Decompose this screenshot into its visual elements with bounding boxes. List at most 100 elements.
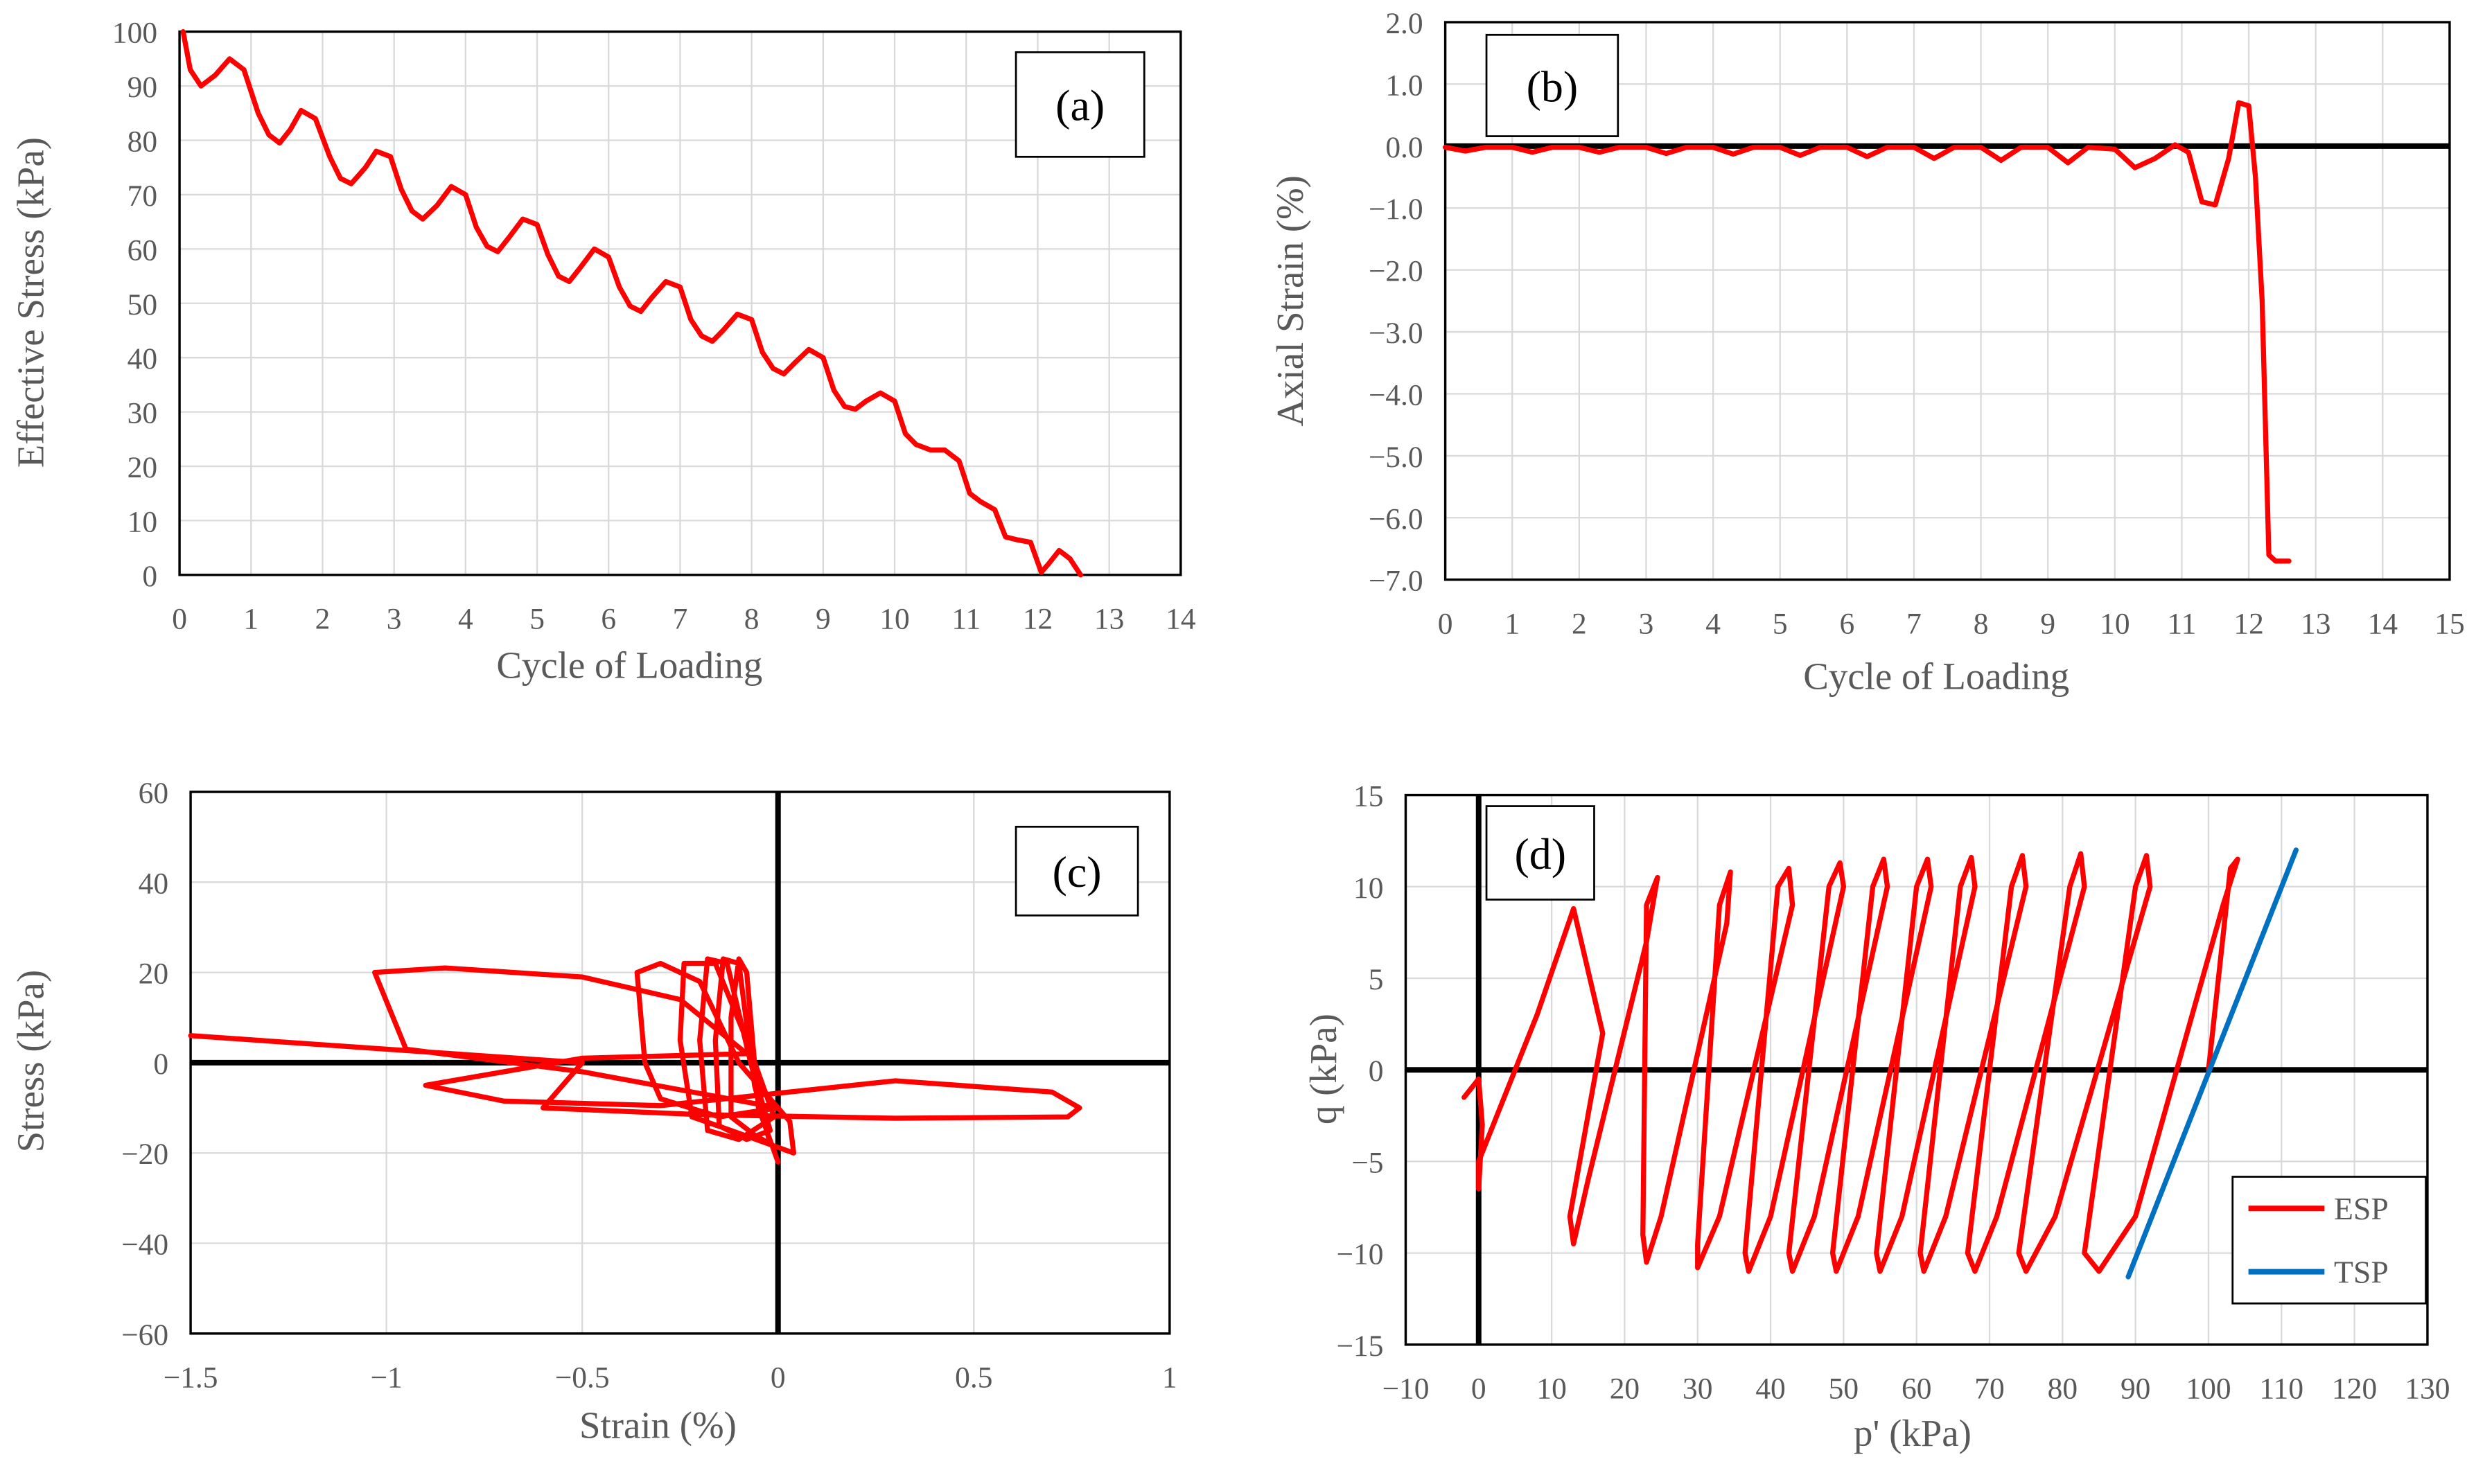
y-tick-label: 2.0 <box>1385 7 1423 40</box>
x-tick-label: 1 <box>243 603 258 636</box>
x-tick-label: 5 <box>1773 607 1788 640</box>
x-tick-label: 6 <box>1839 607 1854 640</box>
x-tick-label: 50 <box>1829 1372 1859 1406</box>
y-tick-label: −10 <box>1337 1238 1384 1271</box>
x-tick-label: 90 <box>2120 1372 2150 1406</box>
x-tick-label: 7 <box>1906 607 1922 640</box>
plot-frame <box>178 30 1182 576</box>
y-tick-label: −1.0 <box>1369 193 1423 226</box>
x-tick-label: 2 <box>1572 607 1587 640</box>
y-tick-label: 20 <box>128 451 157 484</box>
data-line <box>188 956 1082 1165</box>
y-tick-label: −15 <box>1337 1330 1384 1363</box>
data-line <box>1461 851 2240 1274</box>
x-tick-label: −0.5 <box>555 1361 610 1395</box>
x-tick-label: 0 <box>172 603 187 636</box>
x-tick-label: 110 <box>2260 1372 2304 1406</box>
y-tick-label: 50 <box>128 288 157 321</box>
x-axis-title: Strain (%) <box>579 1404 737 1447</box>
y-tick-label: −4.0 <box>1369 378 1423 412</box>
x-tick-label: 30 <box>1683 1372 1712 1406</box>
x-tick-label: 14 <box>1166 603 1196 636</box>
x-tick-label: 5 <box>529 603 545 636</box>
y-tick-label: 100 <box>112 17 157 50</box>
y-tick-label: 40 <box>128 342 157 376</box>
x-axis-title: p' (kPa) <box>1854 1412 1972 1454</box>
y-tick-label: 0 <box>142 560 157 593</box>
legend-label: ESP <box>2334 1191 2389 1226</box>
x-tick-label: 0.5 <box>955 1361 992 1395</box>
y-tick-label: −7.0 <box>1369 565 1423 598</box>
x-tick-label: 40 <box>1755 1372 1785 1406</box>
x-tick-label: 8 <box>744 603 759 636</box>
x-tick-label: 12 <box>1023 603 1053 636</box>
x-tick-label: 0 <box>771 1361 786 1395</box>
x-tick-label: 9 <box>2040 607 2055 640</box>
x-tick-label: 20 <box>1610 1372 1640 1406</box>
y-tick-label: −40 <box>121 1228 168 1262</box>
y-axis-title: q (kPa) <box>1302 1014 1344 1124</box>
x-tick-label: 9 <box>816 603 831 636</box>
y-tick-label: 10 <box>1353 872 1383 905</box>
x-tick-label: 130 <box>2405 1372 2450 1406</box>
x-tick-label: 10 <box>879 603 909 636</box>
x-tick-label: 15 <box>2434 607 2464 640</box>
y-tick-label: 20 <box>139 957 168 991</box>
plot-frame <box>1443 21 2451 581</box>
y-axis-title: Axial Strain (%) <box>1269 175 1311 427</box>
y-tick-label: −3.0 <box>1369 317 1423 350</box>
x-tick-label: 11 <box>951 603 981 636</box>
y-tick-label: 0 <box>153 1048 168 1081</box>
y-tick-label: 60 <box>128 233 157 267</box>
x-tick-label: 70 <box>1974 1372 2004 1406</box>
x-tick-label: 4 <box>1705 607 1721 640</box>
data-line <box>1442 100 2292 564</box>
annotation-box <box>1485 805 1595 901</box>
x-tick-label: 8 <box>1974 607 1989 640</box>
y-tick-label: −5 <box>1351 1146 1383 1179</box>
y-tick-label: 0 <box>1369 1054 1384 1088</box>
x-axis-title: Cycle of Loading <box>1803 655 2069 697</box>
x-tick-label: 60 <box>1902 1372 1931 1406</box>
annotation: (d) <box>1514 829 1566 878</box>
annotation: (c) <box>1053 847 1102 896</box>
x-tick-label: 100 <box>2186 1372 2231 1406</box>
x-tick-label: 11 <box>2168 607 2197 640</box>
y-axis-title: Stress (kPa) <box>9 970 51 1153</box>
x-tick-label: 7 <box>673 603 688 636</box>
y-tick-label: 90 <box>128 71 157 104</box>
annotation: (b) <box>1527 62 1579 111</box>
x-tick-label: −1 <box>371 1361 403 1395</box>
x-tick-label: 80 <box>2048 1372 2078 1406</box>
annotation-box <box>1485 33 1619 137</box>
x-tick-label: 3 <box>387 603 402 636</box>
x-tick-label: 0 <box>1471 1372 1486 1406</box>
x-tick-label: 120 <box>2332 1372 2377 1406</box>
y-tick-label: −6.0 <box>1369 502 1423 536</box>
y-tick-label: 40 <box>139 867 168 900</box>
annotation-box <box>1015 51 1145 158</box>
x-tick-label: 1 <box>1162 1361 1177 1395</box>
y-tick-label: −60 <box>121 1318 168 1352</box>
data-line <box>2125 847 2299 1280</box>
x-tick-label: 6 <box>601 603 616 636</box>
y-tick-label: 0.0 <box>1385 131 1423 164</box>
x-tick-label: 13 <box>1094 603 1124 636</box>
x-tick-label: 3 <box>1639 607 1654 640</box>
y-tick-label: 30 <box>128 397 157 430</box>
y-tick-label: 5 <box>1369 963 1384 996</box>
y-tick-label: 60 <box>139 777 168 810</box>
x-tick-label: 10 <box>2100 607 2130 640</box>
y-tick-label: 70 <box>128 179 157 213</box>
y-axis-title: Effective Stress (kPa) <box>9 137 51 468</box>
x-tick-label: 1 <box>1504 607 1520 640</box>
y-tick-label: 10 <box>128 505 157 538</box>
y-tick-label: −5.0 <box>1369 441 1423 474</box>
x-axis-title: Cycle of Loading <box>496 644 762 686</box>
x-tick-label: −10 <box>1382 1372 1429 1406</box>
annotation: (a) <box>1055 81 1105 130</box>
y-tick-label: −20 <box>121 1138 168 1171</box>
data-line <box>180 29 1084 578</box>
